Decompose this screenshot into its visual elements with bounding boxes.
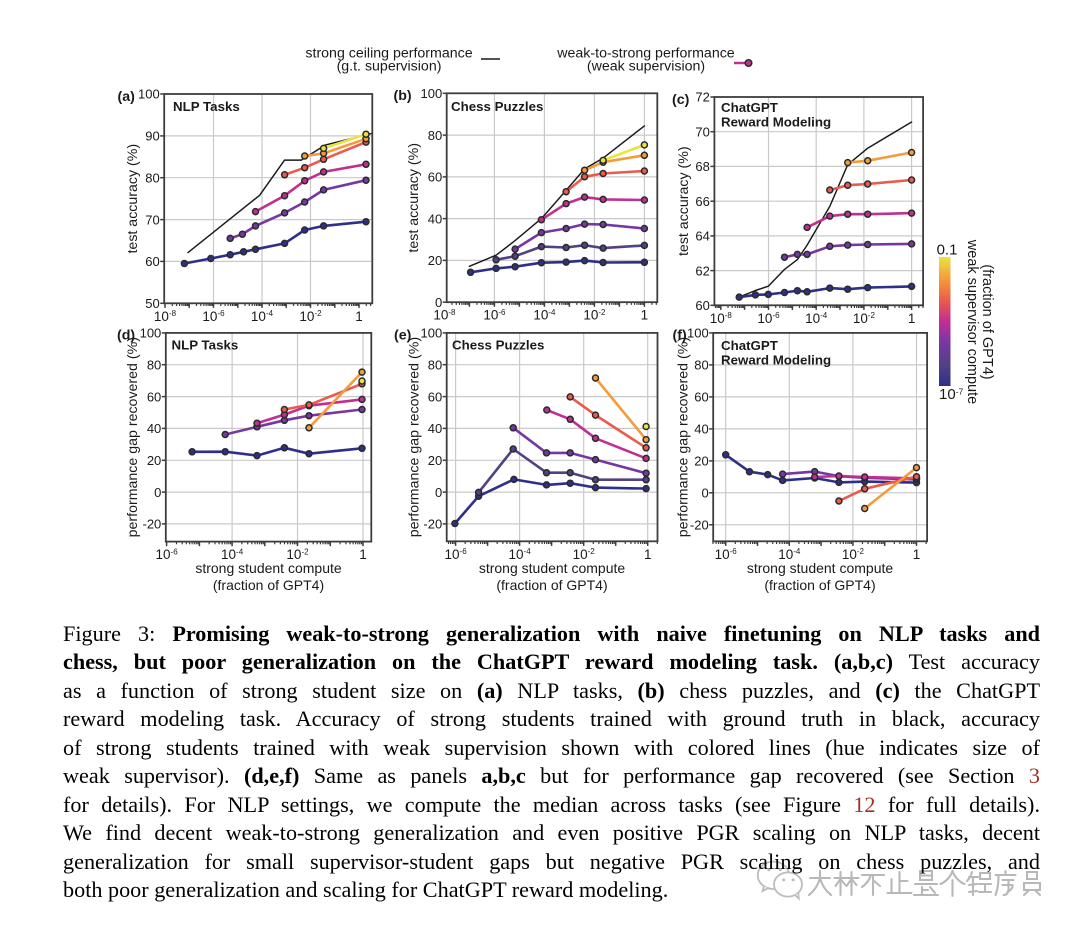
svg-text:(e): (e)	[394, 328, 412, 344]
svg-text:(c): (c)	[672, 92, 690, 108]
svg-text:20: 20	[428, 453, 442, 468]
svg-text:90: 90	[145, 129, 159, 144]
svg-text:60: 60	[695, 298, 709, 313]
svg-text:0: 0	[435, 295, 442, 310]
svg-text:10-4: 10-4	[251, 309, 274, 324]
svg-text:(fraction of GPT4): (fraction of GPT4)	[213, 577, 324, 593]
svg-text:(fraction of GPT4): (fraction of GPT4)	[496, 577, 607, 593]
svg-text:70: 70	[145, 212, 159, 227]
svg-text:20: 20	[694, 454, 708, 469]
svg-text:performance gap recovered (%): performance gap recovered (%)	[407, 337, 423, 537]
svg-text:62: 62	[695, 263, 709, 278]
svg-text:(g.t. supervision): (g.t. supervision)	[337, 59, 442, 75]
svg-text:0: 0	[435, 485, 442, 500]
svg-text:66: 66	[695, 194, 709, 209]
svg-text:-20: -20	[423, 517, 442, 532]
svg-text:80: 80	[428, 128, 442, 143]
svg-text:1: 1	[908, 311, 916, 326]
svg-text:60: 60	[694, 390, 708, 405]
svg-text:-20: -20	[143, 517, 162, 532]
svg-text:80: 80	[147, 357, 161, 372]
svg-text:60: 60	[428, 170, 442, 185]
svg-text:10-6: 10-6	[483, 308, 506, 323]
svg-text:(a): (a)	[118, 89, 136, 105]
svg-text:10-6: 10-6	[445, 547, 468, 562]
svg-text:1: 1	[355, 309, 363, 324]
svg-text:-20: -20	[690, 518, 709, 533]
svg-text:10-2: 10-2	[299, 309, 322, 324]
svg-text:strong student compute: strong student compute	[747, 560, 894, 576]
svg-text:performance gap recovered (%): performance gap recovered (%)	[125, 337, 141, 537]
svg-text:50: 50	[145, 296, 159, 311]
svg-text:20: 20	[147, 453, 161, 468]
svg-text:64: 64	[695, 229, 709, 244]
svg-text:10-2: 10-2	[853, 311, 876, 326]
svg-text:ChatGPT: ChatGPT	[721, 338, 778, 353]
svg-text:10-6: 10-6	[202, 309, 225, 324]
svg-text:10-4: 10-4	[533, 308, 556, 323]
svg-text:strong ceiling performance: strong ceiling performance	[305, 46, 472, 62]
svg-text:40: 40	[428, 421, 442, 436]
svg-text:40: 40	[428, 211, 442, 226]
svg-text:1: 1	[641, 308, 649, 323]
svg-text:test accuracy (%): test accuracy (%)	[125, 144, 141, 254]
svg-text:(fraction of GPT4): (fraction of GPT4)	[764, 577, 875, 593]
svg-text:80: 80	[694, 358, 708, 373]
svg-text:test accuracy (%): test accuracy (%)	[406, 143, 422, 253]
svg-text:NLP Tasks: NLP Tasks	[172, 338, 239, 353]
svg-text:0.1: 0.1	[937, 242, 958, 259]
svg-text:10-4: 10-4	[805, 311, 828, 326]
svg-text:test accuracy (%): test accuracy (%)	[676, 146, 692, 256]
svg-text:100: 100	[420, 326, 442, 341]
svg-text:strong student compute: strong student compute	[479, 560, 626, 576]
svg-text:Reward Modeling: Reward Modeling	[721, 353, 831, 368]
svg-text:1: 1	[644, 547, 652, 562]
svg-text:NLP Tasks: NLP Tasks	[173, 99, 240, 114]
svg-text:(f): (f)	[673, 328, 687, 344]
svg-text:10-7: 10-7	[939, 386, 964, 403]
svg-text:weak supervisor compute: weak supervisor compute	[964, 239, 980, 404]
svg-text:(fraction of GPT4): (fraction of GPT4)	[979, 264, 995, 379]
svg-text:100: 100	[138, 87, 160, 102]
svg-text:40: 40	[147, 421, 161, 436]
svg-text:10-2: 10-2	[583, 308, 606, 323]
svg-text:10-8: 10-8	[710, 311, 733, 326]
svg-text:weak-to-strong performance: weak-to-strong performance	[556, 46, 735, 62]
svg-text:10-8: 10-8	[154, 309, 177, 324]
svg-text:72: 72	[695, 90, 709, 105]
svg-text:0: 0	[154, 485, 161, 500]
svg-text:Reward Modeling: Reward Modeling	[721, 115, 831, 130]
svg-text:80: 80	[145, 170, 159, 185]
svg-text:strong student compute: strong student compute	[195, 560, 342, 576]
svg-text:ChatGPT: ChatGPT	[721, 100, 778, 115]
svg-text:60: 60	[145, 254, 159, 269]
svg-text:100: 100	[687, 326, 709, 341]
svg-text:1: 1	[359, 547, 367, 562]
svg-text:performance gap recovered (%): performance gap recovered (%)	[675, 337, 691, 537]
svg-text:40: 40	[694, 422, 708, 437]
svg-text:Chess Puzzles: Chess Puzzles	[451, 99, 543, 114]
svg-text:10-8: 10-8	[433, 308, 456, 323]
svg-text:(weak supervision): (weak supervision)	[587, 59, 705, 75]
svg-text:80: 80	[428, 357, 442, 372]
svg-text:(b): (b)	[394, 88, 412, 104]
svg-text:10-6: 10-6	[156, 547, 179, 562]
svg-text:100: 100	[140, 326, 162, 341]
svg-text:Chess Puzzles: Chess Puzzles	[452, 338, 544, 353]
svg-text:70: 70	[695, 124, 709, 139]
svg-text:20: 20	[428, 253, 442, 268]
svg-text:100: 100	[420, 86, 442, 101]
svg-text:0: 0	[701, 486, 708, 501]
svg-text:60: 60	[147, 389, 161, 404]
svg-text:10-6: 10-6	[757, 311, 780, 326]
svg-text:68: 68	[695, 159, 709, 174]
svg-text:1: 1	[913, 547, 921, 562]
svg-text:(d): (d)	[117, 328, 135, 344]
svg-text:10-6: 10-6	[715, 547, 738, 562]
svg-text:60: 60	[428, 389, 442, 404]
